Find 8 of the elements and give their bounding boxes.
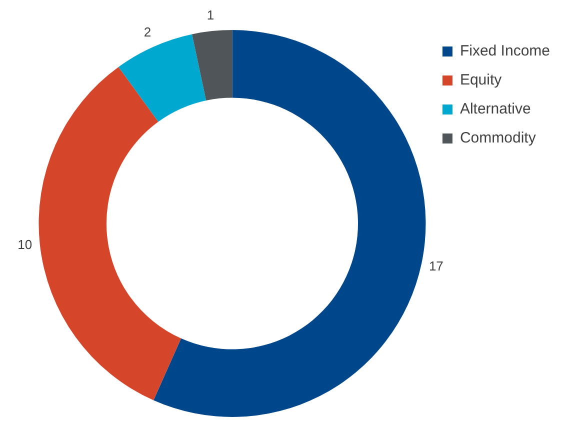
legend-label: Fixed Income — [460, 42, 550, 60]
data-label: 17 — [428, 258, 444, 274]
legend-label: Equity — [460, 72, 502, 89]
data-label: 2 — [144, 24, 152, 40]
data-label: 1 — [206, 8, 214, 23]
legend-label: Alternative — [460, 100, 531, 118]
data-label: 10 — [18, 236, 32, 252]
legend-label: Commodity — [460, 130, 536, 147]
